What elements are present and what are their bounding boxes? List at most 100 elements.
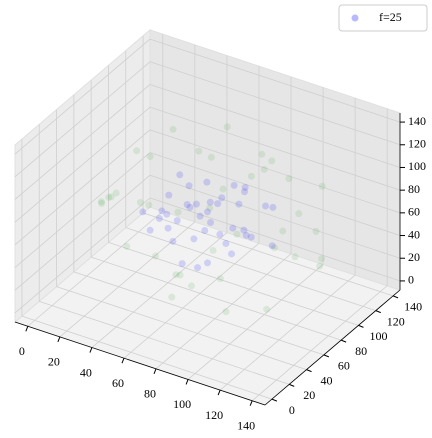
point — [312, 227, 320, 235]
grid-line — [149, 174, 401, 259]
grid-line — [14, 197, 151, 314]
point — [174, 208, 182, 216]
point — [192, 200, 200, 208]
point — [146, 153, 154, 161]
point — [97, 198, 105, 206]
point — [229, 224, 237, 232]
grid-line — [108, 242, 359, 326]
grid-line — [155, 253, 292, 370]
point — [195, 147, 203, 155]
point — [235, 200, 243, 208]
grid-line — [59, 221, 196, 338]
grid-line — [251, 285, 388, 402]
point — [178, 260, 186, 268]
point — [201, 226, 209, 234]
point — [216, 230, 224, 238]
point — [163, 210, 171, 218]
x-tick-label: 0 — [19, 344, 25, 358]
point — [145, 201, 153, 209]
z-tick-label: 60 — [408, 205, 420, 219]
point — [203, 178, 211, 186]
point — [222, 308, 230, 316]
point — [219, 185, 227, 193]
point — [214, 200, 222, 208]
y-tick — [271, 398, 278, 402]
grid-line — [149, 152, 401, 236]
point — [318, 255, 326, 263]
x-tick-label: 40 — [80, 365, 92, 379]
point — [146, 226, 154, 234]
point — [196, 212, 204, 220]
point — [133, 147, 141, 155]
point — [123, 242, 131, 250]
z-tick-label: 140 — [408, 114, 426, 128]
grid-line — [149, 106, 401, 191]
y-tick — [358, 324, 364, 328]
grid-line — [14, 152, 151, 268]
point — [260, 165, 268, 173]
y-tick — [289, 383, 295, 387]
point — [168, 293, 176, 301]
point — [186, 203, 194, 211]
point — [112, 189, 120, 197]
grid-line — [149, 197, 401, 282]
point — [295, 210, 303, 218]
point — [207, 153, 215, 161]
y-tick — [306, 369, 312, 373]
point — [316, 262, 324, 270]
point — [291, 253, 299, 261]
y-tick-label: 80 — [355, 344, 367, 358]
x-tick-label: 20 — [48, 355, 60, 369]
grid-line — [149, 129, 401, 214]
grid-line — [14, 84, 151, 200]
point — [185, 182, 193, 190]
point — [183, 201, 191, 209]
grid-line — [14, 38, 151, 155]
point — [268, 157, 276, 165]
point — [247, 233, 255, 241]
point — [279, 227, 287, 235]
point — [242, 231, 250, 239]
point — [216, 275, 224, 283]
grid-line — [142, 212, 394, 297]
point — [230, 181, 238, 189]
point — [228, 250, 236, 258]
x-tick-label: 60 — [112, 376, 124, 390]
y-tick-label: 140 — [404, 300, 422, 314]
y-tick — [340, 339, 347, 343]
point — [240, 226, 248, 234]
point — [155, 215, 163, 223]
grid-line — [91, 256, 342, 341]
point — [187, 282, 195, 290]
legend-box — [338, 4, 428, 32]
point — [262, 202, 270, 210]
z-tick-label: 100 — [408, 159, 426, 173]
axis-line — [264, 289, 401, 406]
point — [194, 264, 202, 272]
point — [164, 224, 172, 232]
point — [241, 183, 249, 191]
point — [176, 271, 184, 279]
point — [222, 240, 230, 248]
grid-line — [125, 227, 376, 312]
point — [204, 208, 211, 216]
point — [207, 219, 215, 227]
x-tick — [89, 347, 93, 353]
point — [172, 271, 180, 279]
x-tick-label: 120 — [205, 408, 223, 422]
point — [233, 230, 241, 238]
grid-line — [14, 106, 151, 223]
y-tick-label: 100 — [369, 329, 387, 343]
point — [176, 171, 184, 179]
grid-line — [14, 61, 151, 178]
point — [139, 208, 147, 216]
z-tick-label: 0 — [408, 273, 414, 287]
y-tick-label: 40 — [321, 373, 333, 387]
x-tick-label: 100 — [173, 397, 191, 411]
point — [318, 182, 326, 190]
point — [206, 198, 214, 206]
grid-line — [21, 315, 273, 400]
point — [247, 172, 255, 180]
point — [269, 203, 277, 211]
